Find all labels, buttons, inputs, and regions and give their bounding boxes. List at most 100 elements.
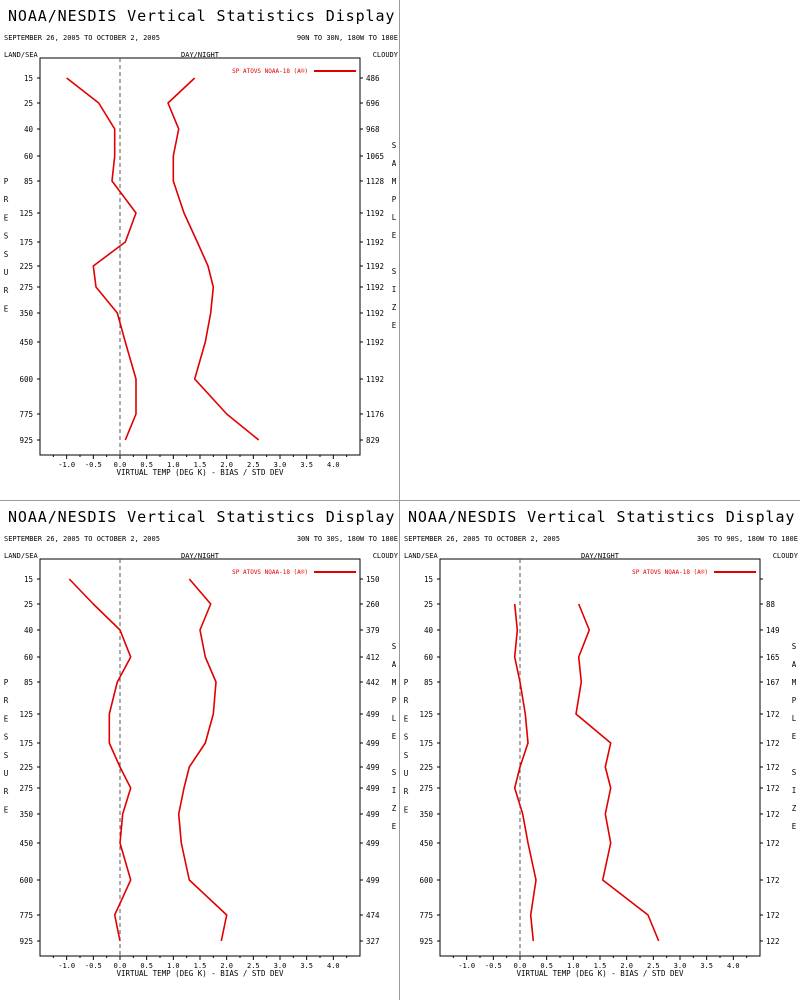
- pressure-level: 175: [419, 739, 433, 748]
- x-tick-label: 0.5: [140, 461, 153, 469]
- pressure-level: 925: [419, 937, 433, 946]
- pressure-level: 60: [24, 152, 34, 161]
- sample-size: 499: [366, 784, 380, 793]
- pressure-level: 600: [19, 876, 33, 885]
- sample-axis-letter: E: [792, 732, 797, 741]
- pressure-level: 775: [19, 410, 33, 419]
- legend-label: SP ATOVS NOAA-18 (A®): [632, 569, 708, 576]
- x-tick-label: 3.0: [274, 461, 287, 469]
- date-range: SEPTEMBER 26, 2005 TO OCTOBER 2, 2005: [4, 535, 160, 543]
- pressure-axis-letter: S: [404, 751, 409, 760]
- x-tick-label: -1.0: [58, 962, 75, 970]
- sample-size: 499: [366, 810, 380, 819]
- sample-size: 260: [366, 600, 380, 609]
- sample-size: 968: [366, 125, 380, 134]
- x-tick-label: 0.5: [540, 962, 553, 970]
- pressure-level: 925: [19, 436, 33, 445]
- pressure-level: 15: [24, 74, 33, 83]
- x-tick-label: 2.0: [220, 962, 233, 970]
- pressure-level: 25: [424, 600, 433, 609]
- sample-size: 829: [366, 436, 380, 445]
- sample-size: 499: [366, 876, 380, 885]
- x-tick-label: 2.0: [220, 461, 233, 469]
- panel-2: NOAA/NESDIS Vertical Statistics Display S…: [400, 500, 800, 1000]
- pressure-level: 40: [424, 626, 434, 635]
- plot-frame: [39, 558, 361, 957]
- sample-size: 172: [766, 911, 780, 920]
- sample-size: 1176: [366, 410, 385, 419]
- x-tick-label: 2.5: [247, 962, 260, 970]
- x-tick-label: 0.0: [114, 461, 127, 469]
- day-night-label: DAY/NIGHT: [581, 552, 620, 560]
- pressure-level: 350: [19, 309, 33, 318]
- sample-size: 1192: [366, 309, 384, 318]
- sample-size: 379: [366, 626, 380, 635]
- pressure-level: 15: [24, 575, 33, 584]
- date-range: SEPTEMBER 26, 2005 TO OCTOBER 2, 2005: [404, 535, 560, 543]
- cloudy-label: CLOUDY: [773, 552, 799, 560]
- sample-size: 165: [766, 653, 780, 662]
- x-tick-label: 1.0: [567, 962, 580, 970]
- sample-axis-letter: E: [392, 822, 397, 831]
- x-tick-label: 1.5: [594, 962, 607, 970]
- chart-svg: NOAA/NESDIS Vertical Statistics Display S…: [404, 508, 799, 978]
- sample-axis-letter: S: [392, 642, 397, 651]
- pressure-axis-letter: R: [404, 787, 409, 796]
- pressure-level: 350: [419, 810, 433, 819]
- sample-size: 122: [766, 937, 780, 946]
- plot-frame: [39, 57, 361, 456]
- sample-size: 1192: [366, 375, 384, 384]
- sample-size: 172: [766, 763, 780, 772]
- sample-axis-letter: E: [392, 732, 397, 741]
- x-tick-label: 4.0: [327, 962, 340, 970]
- sample-axis-letter: P: [392, 696, 397, 705]
- pressure-level: 125: [419, 710, 433, 719]
- sample-axis-letter: Z: [792, 804, 797, 813]
- sample-size: 1192: [366, 338, 384, 347]
- sample-axis-letter: E: [392, 231, 397, 240]
- region-label: 90N TO 30N, 180W TO 180E: [297, 34, 398, 42]
- pressure-axis-letter: R: [4, 696, 9, 705]
- pressure-level: 40: [24, 626, 34, 635]
- pressure-level: 450: [19, 839, 33, 848]
- sample-axis-letter: Z: [392, 804, 397, 813]
- sample-axis-letter: L: [392, 213, 397, 222]
- sample-size: 1192: [366, 262, 384, 271]
- sample-size: 1192: [366, 238, 384, 247]
- day-night-label: DAY/NIGHT: [181, 552, 220, 560]
- bias-series-line: [68, 578, 132, 942]
- pressure-axis-letter: R: [4, 787, 9, 796]
- sample-size: 499: [366, 763, 380, 772]
- x-tick-label: 1.0: [167, 461, 180, 469]
- x-axis-label: VIRTUAL TEMP (DEG K) - BIAS / STD DEV: [516, 969, 684, 978]
- day-night-label: DAY/NIGHT: [181, 51, 220, 59]
- sample-size: 499: [366, 839, 380, 848]
- pressure-axis-letter: S: [4, 733, 9, 742]
- sample-axis-letter: S: [392, 267, 397, 276]
- x-tick-label: 1.5: [194, 461, 207, 469]
- pressure-level: 225: [19, 262, 33, 271]
- pressure-axis-letter: S: [4, 232, 9, 241]
- sample-size: 499: [366, 739, 380, 748]
- x-tick-label: -0.5: [485, 962, 502, 970]
- sample-size: 486: [366, 74, 380, 83]
- sample-size: 172: [766, 739, 780, 748]
- sample-axis-letter: P: [392, 195, 397, 204]
- pressure-axis-letter: S: [4, 751, 9, 760]
- sample-axis-letter: I: [392, 786, 397, 795]
- x-tick-label: 3.0: [274, 962, 287, 970]
- sample-size: 167: [766, 678, 780, 687]
- sample-size: 1128: [366, 177, 385, 186]
- pressure-level: 225: [419, 763, 433, 772]
- pressure-level: 40: [24, 125, 34, 134]
- std-dev-series-line: [167, 77, 260, 441]
- pressure-level: 775: [419, 911, 433, 920]
- region-label: 30S TO 90S, 180W TO 180E: [697, 535, 798, 543]
- chart-svg: NOAA/NESDIS Vertical Statistics Display S…: [4, 7, 399, 477]
- pressure-axis-letter: E: [4, 304, 9, 313]
- legend-label: SP ATOVS NOAA-18 (A®): [232, 68, 308, 75]
- pressure-level: 775: [19, 911, 33, 920]
- pressure-level: 175: [19, 238, 33, 247]
- x-tick-label: 3.5: [300, 461, 313, 469]
- x-tick-label: 1.0: [167, 962, 180, 970]
